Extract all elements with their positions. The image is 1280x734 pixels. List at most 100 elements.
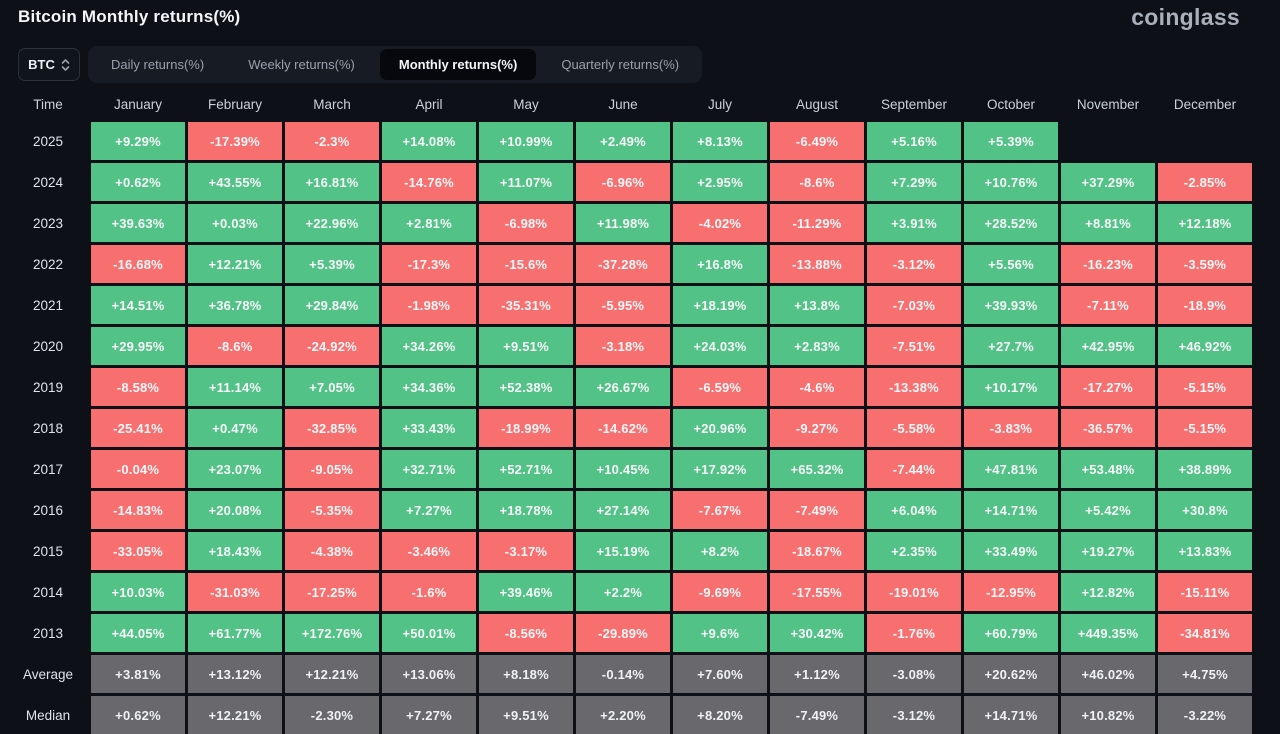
- return-cell: +2.2%: [576, 573, 670, 611]
- tab-monthly-returns[interactable]: Monthly returns(%): [379, 49, 537, 80]
- table-row-median: Median +0.62% +12.21% -2.30% +7.27% +9.51% +2.…: [8, 696, 1280, 734]
- summary-cell: +0.62%: [91, 696, 185, 734]
- tab-quarterly-returns[interactable]: Quarterly returns(%): [542, 49, 698, 80]
- return-cell: -4.38%: [285, 532, 379, 570]
- return-cell: +11.07%: [479, 163, 573, 201]
- column-header-month: October: [986, 96, 1036, 112]
- row-label: 2014: [32, 584, 64, 600]
- column-header-month: November: [1076, 96, 1140, 112]
- row-label: Average: [22, 666, 74, 682]
- column-header-month: June: [608, 96, 638, 112]
- summary-cell: +8.18%: [479, 655, 573, 693]
- return-cell: +9.29%: [91, 122, 185, 160]
- return-cell: +14.51%: [91, 286, 185, 324]
- return-cell: -31.03%: [188, 573, 282, 611]
- return-cell: +19.27%: [1061, 532, 1155, 570]
- return-cell: +14.71%: [964, 491, 1058, 529]
- return-cell: -2.85%: [1158, 163, 1252, 201]
- return-cell: +22.96%: [285, 204, 379, 242]
- return-cell: +20.96%: [673, 409, 767, 447]
- return-cell: -35.31%: [479, 286, 573, 324]
- return-cell: +5.39%: [285, 245, 379, 283]
- symbol-select[interactable]: BTC: [18, 48, 80, 81]
- summary-cell: +12.21%: [188, 696, 282, 734]
- summary-cell: -0.14%: [576, 655, 670, 693]
- return-cell: -11.29%: [770, 204, 864, 242]
- return-cell: +5.42%: [1061, 491, 1155, 529]
- return-cell: -14.76%: [382, 163, 476, 201]
- column-header-month: February: [207, 96, 263, 112]
- summary-cell: +20.62%: [964, 655, 1058, 693]
- tab-weekly-returns[interactable]: Weekly returns(%): [229, 49, 374, 80]
- row-label: 2019: [32, 379, 64, 395]
- return-cell: +17.92%: [673, 450, 767, 488]
- return-cell: -5.95%: [576, 286, 670, 324]
- summary-cell: +7.60%: [673, 655, 767, 693]
- return-cell: -7.67%: [673, 491, 767, 529]
- column-header-month: January: [113, 96, 163, 112]
- return-cell: -6.49%: [770, 122, 864, 160]
- summary-cell: +1.12%: [770, 655, 864, 693]
- row-label: 2025: [32, 133, 64, 149]
- returns-tabs: Daily returns(%) Weekly returns(%) Monthly…: [88, 46, 703, 83]
- return-cell: -18.99%: [479, 409, 573, 447]
- return-cell: +27.14%: [576, 491, 670, 529]
- table-row-2019: 2019 -8.58% +11.14% +7.05% +34.36% +52.38% +26…: [8, 368, 1280, 406]
- return-cell: -37.28%: [576, 245, 670, 283]
- row-label: 2017: [32, 461, 64, 477]
- table-row-2022: 2022 -16.68% +12.21% +5.39% -17.3% -15.6% -37.…: [8, 245, 1280, 283]
- return-cell: -3.17%: [479, 532, 573, 570]
- return-cell: -29.89%: [576, 614, 670, 652]
- return-cell: +30.42%: [770, 614, 864, 652]
- return-cell: +43.55%: [188, 163, 282, 201]
- summary-cell: -2.30%: [285, 696, 379, 734]
- table-body: 2025 +9.29% -17.39% -2.3% +14.08% +10.99% +2.4…: [8, 122, 1280, 734]
- return-cell: +24.03%: [673, 327, 767, 365]
- return-cell: +36.78%: [188, 286, 282, 324]
- return-cell: -14.62%: [576, 409, 670, 447]
- return-cell: +2.95%: [673, 163, 767, 201]
- return-cell: +52.71%: [479, 450, 573, 488]
- table-row-2017: 2017 -0.04% +23.07% -9.05% +32.71% +52.71% +10…: [8, 450, 1280, 488]
- return-cell: -14.83%: [91, 491, 185, 529]
- return-cell: +34.36%: [382, 368, 476, 406]
- return-cell: +7.05%: [285, 368, 379, 406]
- return-cell: +11.14%: [188, 368, 282, 406]
- return-cell: +39.63%: [91, 204, 185, 242]
- column-header-month: April: [415, 96, 443, 112]
- return-cell: +50.01%: [382, 614, 476, 652]
- return-cell: -6.98%: [479, 204, 573, 242]
- return-cell: -16.68%: [91, 245, 185, 283]
- return-cell: -17.39%: [188, 122, 282, 160]
- row-label: 2013: [32, 625, 64, 641]
- return-cell: -16.23%: [1061, 245, 1155, 283]
- return-cell: +5.56%: [964, 245, 1058, 283]
- return-cell: -5.58%: [867, 409, 961, 447]
- summary-cell: +10.82%: [1061, 696, 1155, 734]
- return-cell: -7.03%: [867, 286, 961, 324]
- return-cell: +44.05%: [91, 614, 185, 652]
- return-cell: -9.05%: [285, 450, 379, 488]
- return-cell: -3.59%: [1158, 245, 1252, 283]
- toolbar: BTC Daily returns(%) Weekly returns(%) Mon…: [18, 46, 1280, 83]
- return-cell: -34.81%: [1158, 614, 1252, 652]
- row-label: 2024: [32, 174, 64, 190]
- return-cell: -3.83%: [964, 409, 1058, 447]
- table-row-2023: 2023 +39.63% +0.03% +22.96% +2.81% -6.98% +11.…: [8, 204, 1280, 242]
- table-row-2018: 2018 -25.41% +0.47% -32.85% +33.43% -18.99% -1…: [8, 409, 1280, 447]
- column-header-month: July: [707, 96, 732, 112]
- return-cell: +39.93%: [964, 286, 1058, 324]
- return-cell: -17.3%: [382, 245, 476, 283]
- row-label: 2023: [32, 215, 64, 231]
- return-cell: +8.13%: [673, 122, 767, 160]
- empty-cell: [1158, 122, 1252, 160]
- return-cell: +18.78%: [479, 491, 573, 529]
- summary-cell: +3.81%: [91, 655, 185, 693]
- table-row-2013: 2013 +44.05% +61.77% +172.76% +50.01% -8.56% -…: [8, 614, 1280, 652]
- tab-daily-returns[interactable]: Daily returns(%): [92, 49, 223, 80]
- return-cell: +38.89%: [1158, 450, 1252, 488]
- return-cell: +26.67%: [576, 368, 670, 406]
- return-cell: -7.11%: [1061, 286, 1155, 324]
- return-cell: +8.2%: [673, 532, 767, 570]
- return-cell: +18.43%: [188, 532, 282, 570]
